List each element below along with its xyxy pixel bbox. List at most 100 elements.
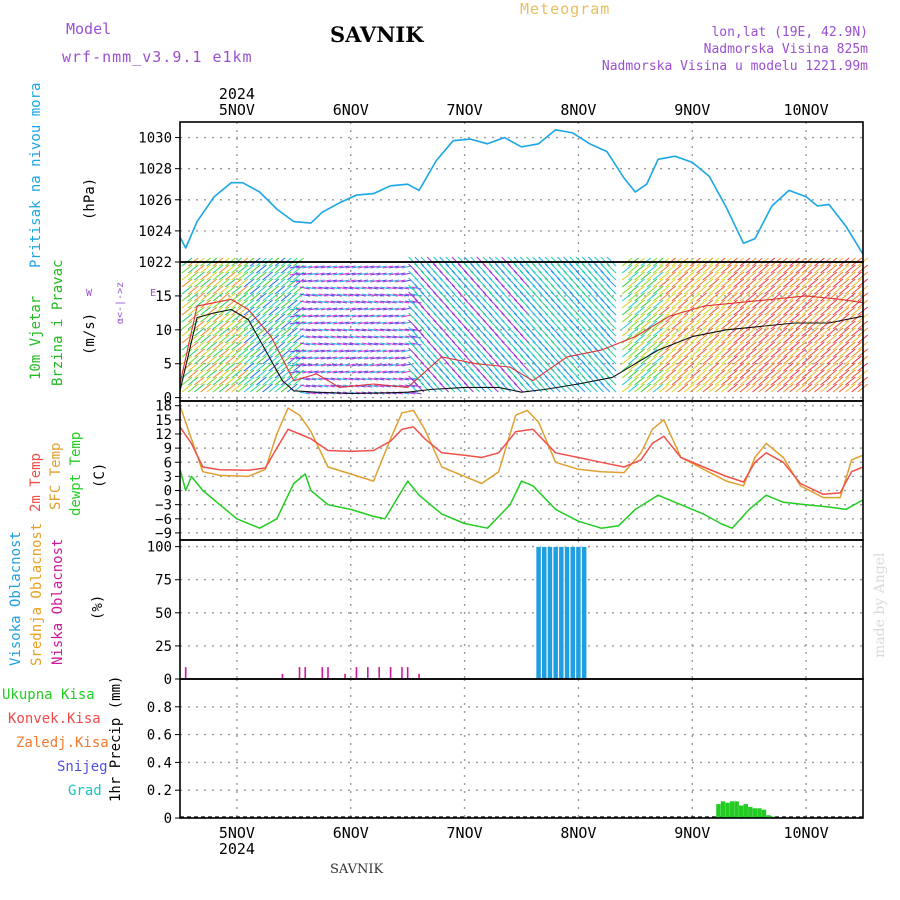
wind-barb (395, 265, 406, 269)
wind-barb (838, 278, 850, 288)
precip-total-bar (738, 805, 744, 818)
wind-barb (200, 278, 211, 288)
x-tick-label-top: 7NOV (447, 101, 483, 119)
wind-barb (256, 355, 267, 365)
wind-barb (845, 313, 856, 323)
wind-barb (439, 319, 449, 330)
wind-barb (249, 369, 261, 379)
wind-barb (398, 286, 410, 290)
wind-barb (770, 369, 782, 379)
wind-barb (382, 363, 393, 367)
wind-barb (594, 284, 604, 295)
wind-barb (364, 356, 375, 360)
wind-barb (807, 362, 819, 372)
wind-barb (776, 383, 788, 393)
wind-barb (820, 334, 831, 344)
wind-barb (274, 292, 286, 302)
wind-barb (665, 285, 676, 295)
wind-barb (408, 319, 418, 330)
wind-barb (671, 306, 683, 316)
wind-barb (519, 298, 530, 309)
wind-barb (392, 342, 403, 346)
wind-barb (256, 334, 267, 344)
wind-barb (374, 286, 385, 290)
wind-barb (801, 327, 813, 337)
wind-barb (581, 326, 592, 337)
wind-barb (243, 383, 255, 393)
wind-barb (231, 320, 242, 330)
wind-barb (550, 284, 561, 295)
wind-compass-label: α<-|->z (115, 281, 126, 324)
wind-barb (714, 320, 726, 330)
wind-barb (364, 265, 375, 269)
wind-barb (832, 285, 844, 295)
wind-barb (721, 278, 732, 288)
wind-barb (764, 348, 776, 358)
wind-barb (312, 286, 323, 290)
wind-barb (550, 333, 561, 344)
wind-barb (482, 277, 493, 288)
wind-barb (640, 383, 652, 393)
wind-barb (764, 376, 776, 386)
wind-barb (507, 326, 518, 337)
wind-barb (339, 279, 350, 283)
wind-barb (621, 376, 633, 386)
wind-barb (621, 327, 633, 337)
wind-barb (426, 347, 437, 358)
wind-barb (745, 355, 757, 365)
wind-barb (588, 375, 598, 386)
wind-barb (795, 264, 807, 274)
wind-barb (326, 279, 338, 283)
wind-barb (501, 354, 511, 365)
wind-barb (789, 376, 800, 386)
wind-barb (243, 278, 255, 288)
precip-total-bar (729, 801, 735, 818)
wind-barb (482, 305, 493, 316)
wind-barb (544, 312, 555, 323)
wind-barb (274, 271, 286, 281)
wind-barb (336, 377, 348, 381)
wind-barb (476, 347, 487, 358)
wind-barb (721, 334, 732, 344)
wind-barb (677, 355, 689, 365)
wind-barb (770, 376, 782, 386)
wind-barb (367, 293, 379, 297)
wind-barb (677, 285, 689, 295)
wind-barb (280, 348, 292, 358)
wind-barb (600, 298, 611, 309)
wind-barb (634, 313, 645, 323)
wind-barb (237, 292, 249, 302)
wind-barb (507, 277, 518, 288)
wind-barb (621, 306, 633, 316)
wind-barb (308, 356, 319, 360)
wind-barb (426, 326, 437, 337)
wind-barb (721, 376, 732, 386)
wind-barb (832, 355, 844, 365)
wind-barb (333, 356, 344, 360)
wind-barb (333, 363, 344, 367)
y-tick-label: 0.2 (147, 783, 172, 799)
wind-barb (426, 291, 437, 302)
wind-barb (702, 271, 714, 281)
wind-barb (770, 271, 782, 281)
wind-barb (600, 333, 611, 344)
wind-barb (320, 363, 331, 367)
wind-barb (501, 284, 511, 295)
wind-barb (575, 263, 586, 274)
wind-barb (351, 349, 362, 353)
wind-barb (652, 327, 664, 337)
wind-barb (563, 347, 573, 358)
wind-barb (408, 347, 418, 358)
y-tick-label: 0.6 (147, 728, 172, 744)
wind-barb (733, 285, 745, 295)
wind-barb (355, 286, 366, 290)
wind-barb (488, 326, 499, 337)
wind-barb (733, 383, 745, 393)
wind-barb (727, 306, 738, 316)
wind-barb (764, 369, 776, 379)
wind-barb (594, 291, 604, 302)
wind-barb (349, 342, 360, 346)
wind-barb (677, 383, 689, 393)
wind-barb (274, 376, 286, 386)
wind-barb (557, 368, 567, 379)
